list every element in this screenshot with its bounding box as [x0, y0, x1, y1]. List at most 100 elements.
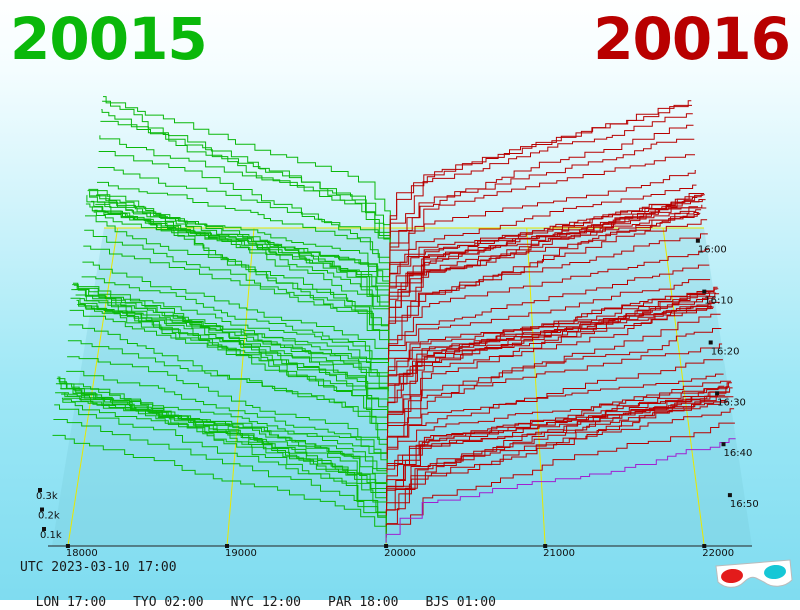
3d-glasses-icon[interactable] [714, 558, 794, 592]
grid-line-19000 [226, 227, 255, 547]
ask-depth-line [385, 408, 735, 533]
bid-depth-line [100, 120, 391, 250]
ask-depth-line [386, 394, 726, 470]
ask-depth-line [389, 113, 693, 245]
ask-depth-line [388, 248, 709, 355]
bid-depth-line [73, 282, 389, 418]
ask-depth-line [387, 286, 718, 418]
bid-depth-line [68, 324, 388, 444]
bid-price: 20015 [10, 5, 208, 73]
timezone-lon: LON 17:00 [35, 595, 107, 610]
bid-depth-line [73, 284, 389, 413]
bid-depth-line [98, 151, 391, 261]
x-tick-mark [384, 544, 389, 548]
timezone-bjs: BJS 01:00 [425, 595, 496, 610]
ask-depth-line [388, 279, 711, 366]
bid-depth-line [81, 276, 389, 366]
ask-depth-line [386, 396, 729, 491]
ask-depth-line [387, 328, 722, 444]
time-tick-mark [727, 493, 732, 498]
ask-depth-line [386, 391, 729, 496]
y-tick-label-0.3k: 0.3k [36, 491, 58, 502]
ask-depth-line [386, 373, 724, 460]
ask-depth-line [389, 212, 699, 287]
time-tick-mark [695, 238, 700, 243]
time-label-1600: 16:00 [698, 245, 727, 256]
ask-depth-line [385, 422, 735, 538]
ask-depth-line [385, 396, 734, 528]
ask-depth-line [386, 343, 723, 449]
y-tick-label-0.2k: 0.2k [38, 511, 60, 522]
bid-depth-line [72, 284, 389, 423]
ask-depth-line [386, 386, 730, 501]
ask-depth-line [388, 207, 707, 339]
ask-depth-line [388, 212, 701, 298]
ask-depth-line [386, 380, 732, 512]
timezone-par: PAR 18:00 [328, 595, 399, 610]
bid-depth-line [97, 167, 391, 266]
utc-time: UTC 2023-03-10 17:00 [20, 560, 177, 575]
bid-depth-line [53, 419, 387, 538]
ask-depth-line [389, 104, 692, 240]
bid-depth-line [79, 298, 389, 376]
bid-depth-line [74, 289, 389, 407]
bid-depth-line [67, 356, 388, 454]
bid-depth-line [86, 194, 390, 334]
x-tick-mark [702, 544, 707, 548]
x-tick-mark [225, 544, 229, 548]
bid-depth-line [95, 203, 391, 282]
bid-depth-line [89, 191, 390, 318]
bid-depth-line [88, 188, 390, 324]
grid-line-21000 [526, 227, 546, 547]
y-tick-mark [38, 488, 42, 492]
ask-depth-line [389, 138, 695, 256]
bid-depth-line [85, 203, 390, 339]
ask-depth-line [388, 264, 710, 360]
ask-depth-line [388, 193, 705, 324]
bid-depth-line [87, 190, 390, 329]
bid-depth-line [101, 109, 391, 245]
x-tick-label-22000: 22000 [702, 548, 734, 559]
bid-depth-line [52, 434, 387, 543]
ask-price: 20016 [593, 5, 791, 73]
bid-depth-line [99, 135, 391, 256]
y-tick-mark [40, 507, 44, 512]
time-label-1650: 16:50 [730, 499, 759, 510]
time-label-1620: 16:20 [711, 346, 740, 357]
y-tick-label-0.1k: 0.1k [40, 530, 62, 541]
grid-line-18000 [67, 227, 119, 547]
bid-depth-line [67, 340, 388, 449]
bid-depth-line [56, 378, 387, 517]
ask-depth-line [389, 197, 698, 277]
ask-depth-line [386, 359, 723, 454]
bid-depth-line [66, 370, 388, 460]
time-tick-mark [721, 442, 726, 447]
time-label-1610: 16:10 [704, 296, 733, 307]
x-tick-mark [543, 544, 548, 548]
bid-depth-line [85, 215, 390, 345]
bid-depth-line [84, 229, 390, 350]
ask-depth-line [387, 301, 720, 433]
x-tick-mark [65, 544, 70, 548]
bid-depth-line [71, 289, 389, 428]
time-tick-mark [715, 391, 720, 396]
chart-floor [52, 228, 752, 546]
time-label-1630: 16:30 [717, 397, 746, 408]
ask-depth-line [387, 288, 717, 413]
bid-depth-line [97, 181, 391, 271]
bid-depth-line [55, 392, 387, 528]
bid-depth-line [61, 397, 388, 486]
x-tick-label-20000: 20000 [384, 548, 416, 559]
y-tick-mark [42, 527, 46, 531]
ask-depth-line [387, 293, 720, 428]
x-tick-label-18000: 18000 [66, 548, 98, 559]
ask-depth-line [386, 382, 731, 507]
bid-depth-line [96, 194, 391, 277]
bid-depth-line [103, 96, 391, 235]
time-label-1640: 16:40 [724, 448, 753, 459]
x-tick-label-19000: 19000 [225, 548, 257, 559]
ask-depth-line [389, 170, 696, 266]
ask-depth-line [386, 385, 725, 465]
time-tick-mark [702, 289, 707, 294]
